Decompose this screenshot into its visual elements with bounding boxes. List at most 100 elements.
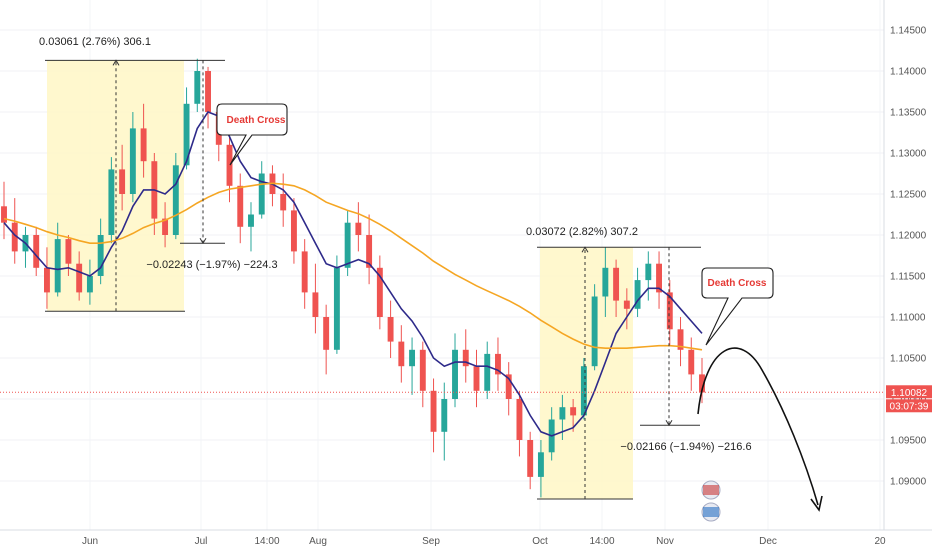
candle-body xyxy=(366,235,373,268)
candle-body xyxy=(119,169,126,194)
countdown-label: 03:07:39 xyxy=(890,401,929,412)
candle-body xyxy=(129,128,136,194)
candle-body xyxy=(11,222,18,252)
candle-body xyxy=(162,218,169,235)
candle-body xyxy=(699,374,705,393)
economic-event-icons[interactable] xyxy=(701,480,721,522)
measure-region-1 xyxy=(47,60,184,312)
candle-body xyxy=(333,267,340,350)
candle-body xyxy=(495,353,501,375)
x-tick-label: Jul xyxy=(195,536,208,547)
candle-body xyxy=(376,267,383,317)
measure-arrow-head-icon xyxy=(199,237,207,245)
candle-body xyxy=(248,214,254,227)
candle-body xyxy=(602,267,609,297)
candle-body xyxy=(258,173,265,215)
measure-arrow-head-icon xyxy=(581,246,589,253)
measure-tools: 0.03061 (2.76%) 306.1 −0.02243 (−1.97%) −… xyxy=(39,36,752,500)
death-cross-label-1: Death Cross xyxy=(227,115,286,126)
measure-2-label: −0.02243 (−1.97%) −224.3 xyxy=(146,259,277,271)
candle-body xyxy=(516,399,523,440)
death-cross-callout-2: Death Cross xyxy=(701,267,774,346)
candle-body xyxy=(409,349,416,367)
x-tick-label: Nov xyxy=(656,536,674,547)
candle-body xyxy=(65,239,72,264)
y-tick-label: 1.11000 xyxy=(890,313,926,324)
candle-body xyxy=(323,317,330,350)
candle-body xyxy=(290,210,297,252)
moving-average-line-1 xyxy=(3,111,703,437)
candle-body xyxy=(623,300,630,309)
candle-body xyxy=(344,222,351,268)
candle-body xyxy=(537,452,544,477)
moving-averages xyxy=(3,111,703,437)
countdown-tag xyxy=(886,399,932,413)
candle-body xyxy=(398,341,405,367)
candle-body xyxy=(505,374,512,399)
measure-1-label: 0.03061 (2.76%) 306.1 xyxy=(39,36,151,48)
y-tick-label: 1.14500 xyxy=(890,26,927,37)
y-tick-label: 1.09000 xyxy=(890,477,927,488)
x-tick-label: 20 xyxy=(874,536,886,547)
candle-body xyxy=(656,263,662,293)
candle-body xyxy=(1,206,7,223)
y-tick-label: 1.09500 xyxy=(890,436,927,447)
candle-body xyxy=(559,407,566,420)
projection-arrow xyxy=(697,347,823,512)
current-price-label: 1.10082 xyxy=(891,388,928,399)
candle-body xyxy=(33,235,40,268)
measure-arrow-head-icon xyxy=(665,419,673,427)
candle-body xyxy=(452,349,458,399)
current-price-tag xyxy=(886,385,932,399)
candle-body xyxy=(312,292,319,317)
measure-4-label: −0.02166 (−1.94%) −216.6 xyxy=(620,441,751,453)
x-tick-label: Aug xyxy=(309,536,327,547)
candle-body xyxy=(570,407,577,416)
candle-body xyxy=(580,366,587,416)
candle-body xyxy=(666,292,673,330)
candle-body xyxy=(355,222,362,235)
candle-body xyxy=(172,165,179,235)
candle-body xyxy=(97,235,104,276)
x-tick-label: Jun xyxy=(82,536,98,547)
candle-body xyxy=(86,276,93,293)
measure-3-label: 0.03072 (2.82%) 307.2 xyxy=(526,226,638,238)
candle-body xyxy=(54,239,61,293)
x-tick-label: 14:00 xyxy=(254,536,279,547)
candle-body xyxy=(237,185,244,227)
candle-body xyxy=(473,366,480,391)
y-tick-label: 1.12000 xyxy=(890,231,927,242)
candle-body xyxy=(634,280,641,309)
candle-body xyxy=(613,267,620,301)
candle-body xyxy=(280,194,287,211)
y-tick-label: 1.13500 xyxy=(890,108,927,119)
arrow-head-icon xyxy=(810,495,823,512)
candle-body xyxy=(591,296,598,367)
candle-body xyxy=(108,169,115,235)
death-cross-label-2: Death Cross xyxy=(708,278,767,289)
candle-body xyxy=(387,317,394,342)
x-tick-label: Dec xyxy=(759,536,777,547)
y-tick-label: 1.13000 xyxy=(890,149,927,160)
candle-body xyxy=(430,390,437,432)
candle-body xyxy=(462,349,469,367)
y-tick-label: 1.11500 xyxy=(890,272,926,283)
x-tick-label: Oct xyxy=(532,536,548,547)
candle-body xyxy=(441,399,448,432)
candle-body xyxy=(194,71,201,104)
y-tick-label: 1.10500 xyxy=(890,354,927,365)
y-tick-label: 1.14000 xyxy=(890,67,927,78)
candle-body xyxy=(183,103,190,166)
candle-body xyxy=(484,353,491,391)
candle-body xyxy=(205,71,211,112)
x-tick-label: 14:00 xyxy=(589,536,614,547)
moving-average-line-2 xyxy=(3,182,703,351)
candle-body xyxy=(677,329,684,350)
candle-body xyxy=(645,263,652,281)
death-cross-callout-1: Death Cross xyxy=(216,103,288,166)
candle-body xyxy=(76,263,83,293)
candle-body xyxy=(527,440,534,477)
time-axis[interactable]: Jun Jul 14:00 Aug Sep Oct 14:00 Nov Dec 20 xyxy=(82,536,886,547)
candle-body xyxy=(301,251,308,293)
